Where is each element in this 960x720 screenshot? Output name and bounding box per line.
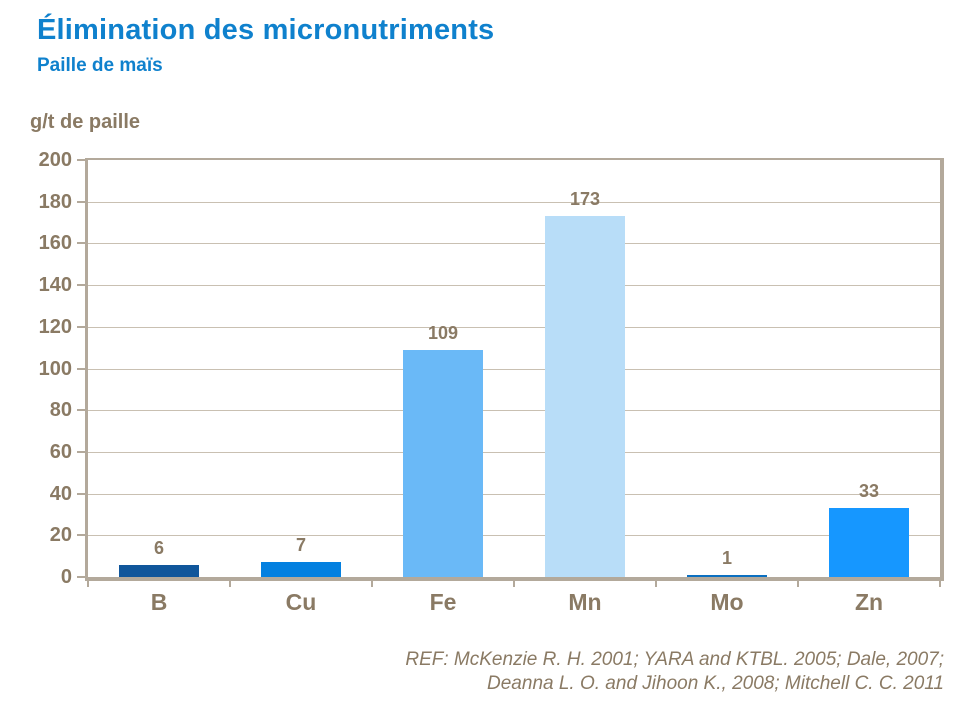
plot-area: 6 7 109 173 1 33 (85, 158, 944, 581)
y-tick-label: 100 (38, 357, 72, 380)
y-tick-mark (77, 284, 86, 287)
data-label-zn: 33 (858, 481, 880, 502)
x-tick-mark (229, 579, 231, 587)
x-category-label-mn: Mn (568, 589, 602, 615)
data-label-mn: 173 (569, 189, 601, 210)
reference-line-1: REF: McKenzie R. H. 2001; YARA and KTBL.… (405, 649, 944, 670)
data-label-cu: 7 (295, 535, 306, 556)
x-tick-mark (655, 579, 657, 587)
data-label-mo: 1 (721, 547, 732, 568)
bar-mn (545, 216, 625, 577)
x-category-label-cu: Cu (285, 589, 317, 615)
y-tick-mark (77, 409, 86, 412)
y-tick-mark (77, 159, 86, 161)
y-tick-mark (77, 367, 86, 370)
y-axis-unit-label: g/t de paille (30, 111, 141, 133)
bar-zn (829, 508, 909, 577)
bar-mo (687, 574, 767, 577)
x-category-label-b: B (150, 589, 168, 615)
x-tick-mark (939, 579, 941, 587)
x-category-label-mo: Mo (710, 589, 744, 615)
y-tick-label: 60 (49, 440, 72, 463)
x-tick-mark (371, 579, 373, 587)
x-tick-mark (513, 579, 515, 587)
bar-column-cu: 7 (230, 160, 372, 577)
y-tick-mark (77, 450, 86, 453)
gridline (88, 201, 940, 203)
y-tick-label: 120 (38, 315, 72, 338)
y-tick-label: 180 (38, 190, 72, 213)
y-tick-label: 0 (60, 566, 72, 588)
bar-cu (261, 562, 341, 577)
x-category-label-fe: Fe (429, 589, 457, 615)
y-tick-label: 200 (38, 149, 72, 171)
data-label-fe: 109 (427, 322, 459, 343)
chart-title: Élimination des micronutriments (37, 14, 495, 46)
x-tick-mark (87, 579, 89, 587)
reference-line-2: Deanna L. O. and Jihoon K., 2008; Mitche… (487, 673, 944, 694)
y-tick-mark (77, 325, 86, 328)
y-axis-tick-labels: 0 20 40 60 80 100 120 140 160 180 200 (0, 149, 72, 588)
x-axis-category-labels: B Cu Fe Mn Mo Zn (88, 589, 940, 616)
bars-layer: 6 7 109 173 1 33 (88, 160, 940, 577)
y-tick-label: 160 (38, 232, 72, 255)
x-category-label-zn: Zn (854, 589, 884, 615)
x-tick-mark (797, 579, 799, 587)
gridline (88, 451, 940, 453)
bar-column-mn: 173 (514, 160, 656, 577)
gridline (88, 285, 940, 287)
bar-column-fe: 109 (372, 160, 514, 577)
y-tick-mark (77, 200, 86, 203)
gridline (88, 535, 940, 537)
y-tick-label: 80 (49, 399, 72, 422)
bar-column-b: 6 (88, 160, 230, 577)
y-tick-label: 20 (49, 524, 72, 547)
gridline (88, 243, 940, 245)
gridline (88, 493, 940, 495)
y-tick-mark (77, 534, 86, 537)
reference-text: REF: McKenzie R. H. 2001; YARA and KTBL.… (405, 648, 944, 696)
bar-column-mo: 1 (656, 160, 798, 577)
chart-subtitle: Paille de maïs (37, 55, 163, 76)
y-tick-mark (77, 576, 86, 578)
y-tick-mark (77, 242, 86, 245)
y-tick-mark (77, 492, 86, 495)
data-label-b: 6 (153, 537, 164, 558)
bar-column-zn: 33 (798, 160, 940, 577)
bar-b (119, 564, 199, 577)
gridline (88, 326, 940, 328)
bar-fe (403, 349, 483, 577)
y-tick-label: 140 (38, 274, 72, 297)
y-tick-label: 40 (49, 482, 72, 505)
gridline (88, 368, 940, 370)
gridline (88, 410, 940, 412)
